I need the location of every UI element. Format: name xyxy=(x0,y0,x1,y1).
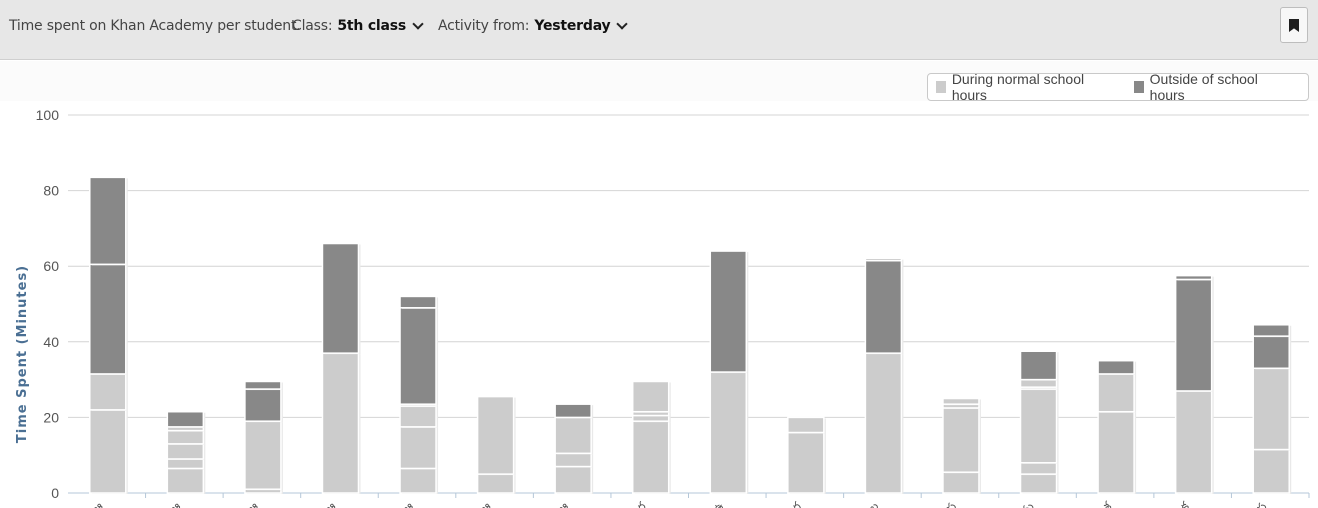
bar-segment-during xyxy=(166,429,205,445)
bookmark-button[interactable] xyxy=(1280,7,1308,43)
x-tick-label: క xyxy=(1177,499,1192,508)
bar-segment-during xyxy=(631,380,670,413)
bar-segment-outside xyxy=(321,242,360,354)
bar-segment-outside xyxy=(399,295,437,309)
x-tick-label: గ xyxy=(789,499,805,508)
chart-legend: During normal school hours Outside of sc… xyxy=(927,71,1309,103)
bar-segment-during xyxy=(554,416,592,455)
bar-segment-during xyxy=(709,371,748,494)
bar-segment-outside xyxy=(554,403,592,419)
bar-segment-during xyxy=(399,467,437,494)
legend-swatch-during xyxy=(936,81,946,93)
x-tick-label: ఆ xyxy=(477,499,494,508)
legend-item-during[interactable]: During normal school hours xyxy=(936,71,1120,103)
bar-segment-during xyxy=(942,407,980,473)
x-tick-label: ఆ xyxy=(89,499,106,508)
bar-segment-during xyxy=(1019,378,1058,388)
bar-segment-outside xyxy=(1097,359,1135,375)
stacked-bar-chart: 0 20 40 60 80 100 Time Spent (Minutes) ఆ ఆ ఆ ఆ ఆ ఆ ఆ ర… xyxy=(0,61,1318,508)
bar-segment-during xyxy=(864,352,903,494)
bar-segment-outside xyxy=(864,257,903,262)
bar-segment-outside xyxy=(89,263,127,375)
bar-segment-outside xyxy=(244,388,282,422)
bar-segment-during xyxy=(1019,462,1058,475)
bar-segment-during xyxy=(942,471,980,494)
bar-segment-during xyxy=(244,420,282,490)
bar-segment-outside xyxy=(1252,324,1290,337)
y-tick-label: 0 xyxy=(51,485,59,501)
bar-segment-during xyxy=(942,397,980,405)
x-tick-label: ఆ xyxy=(555,499,572,508)
bar-segment-during xyxy=(1097,410,1135,494)
bar-segment-during xyxy=(554,452,592,468)
bar-segment-during xyxy=(554,465,592,494)
y-tick-label: 80 xyxy=(43,183,59,199)
chevron-down-icon xyxy=(412,18,424,30)
page-title: Time spent on Khan Academy per student. xyxy=(9,18,301,34)
bar-segment-during xyxy=(1019,388,1058,464)
bar-segment-outside xyxy=(89,176,127,266)
x-tick-label: ఆ xyxy=(399,499,416,508)
chart-area: 0 20 40 60 80 100 Time Spent (Minutes) ఆ ఆ ఆ ఆ ఆ ఆ ఆ ర… xyxy=(0,61,1318,508)
legend-label-outside: Outside of school hours xyxy=(1149,71,1258,103)
bar-segment-outside xyxy=(399,307,437,405)
class-filter-dropdown[interactable]: Class: 5th class xyxy=(292,18,424,34)
y-tick-label: 100 xyxy=(36,107,60,123)
legend-swatch-outside xyxy=(1133,81,1144,93)
bar-segment-during xyxy=(89,409,127,494)
bar-segment-during xyxy=(1019,473,1058,494)
bar-segment-outside xyxy=(1252,335,1290,370)
y-axis-title: Time Spent (Minutes) xyxy=(15,265,30,443)
bar-segment-outside xyxy=(864,259,903,354)
bar-segment-outside xyxy=(1174,274,1213,281)
x-tick-label: ఆ xyxy=(167,499,184,508)
bar-segment-outside xyxy=(244,380,282,390)
y-tick-label: 60 xyxy=(43,258,59,274)
x-tick-label: ర xyxy=(634,499,650,508)
top-bar: Time spent on Khan Academy per student. … xyxy=(0,0,1318,60)
y-tick-label: 40 xyxy=(43,334,59,350)
activity-filter-dropdown[interactable]: Activity from: Yesterday xyxy=(438,18,629,34)
y-tick-label: 20 xyxy=(43,409,59,425)
bar-segment-during xyxy=(476,473,515,494)
bookmark-icon xyxy=(1289,19,1299,32)
x-tick-label: మ xyxy=(1018,499,1037,508)
bar-segment-during xyxy=(1097,373,1135,413)
bar-segment-during xyxy=(166,467,205,494)
bar-segment-during xyxy=(1252,367,1290,451)
bar-segment-during xyxy=(166,443,205,460)
activity-filter-value: Yesterday xyxy=(534,18,611,34)
class-filter-value: 5th class xyxy=(337,18,407,34)
legend-item-outside[interactable]: Outside of school hours xyxy=(1133,71,1294,103)
bar-segment-during xyxy=(89,373,127,411)
bar-segment-during xyxy=(787,431,825,494)
chevron-down-icon xyxy=(616,18,629,30)
x-tick-label: స xyxy=(1253,499,1269,508)
bar-segment-outside xyxy=(166,410,205,428)
bar-segment-outside xyxy=(1019,350,1058,381)
bar-segment-outside xyxy=(1174,278,1213,392)
bar-segment-during xyxy=(399,426,437,470)
bar-segment-during xyxy=(1252,448,1290,494)
x-tick-label: ప xyxy=(943,499,959,508)
bar-segment-during xyxy=(631,420,670,494)
x-tick-label: ల xyxy=(866,499,882,508)
bar-segment-during xyxy=(166,458,205,470)
activity-filter-label: Activity from: xyxy=(438,18,530,34)
bar-segment-during xyxy=(1174,390,1213,494)
bar-segment-during xyxy=(476,395,515,475)
legend-label-during: During normal school hours xyxy=(951,71,1085,103)
x-tick-label: శ xyxy=(1100,498,1116,508)
bar-segment-during xyxy=(787,416,825,434)
bar-segment-during xyxy=(399,405,437,428)
x-tick-label: ఆ xyxy=(322,499,339,508)
x-tick-label: ఉ xyxy=(710,499,727,508)
bar-segment-during xyxy=(321,352,360,494)
x-tick-label: ఆ xyxy=(244,499,261,508)
bar-segment-outside xyxy=(709,250,748,373)
class-filter-label: Class: xyxy=(292,18,333,34)
